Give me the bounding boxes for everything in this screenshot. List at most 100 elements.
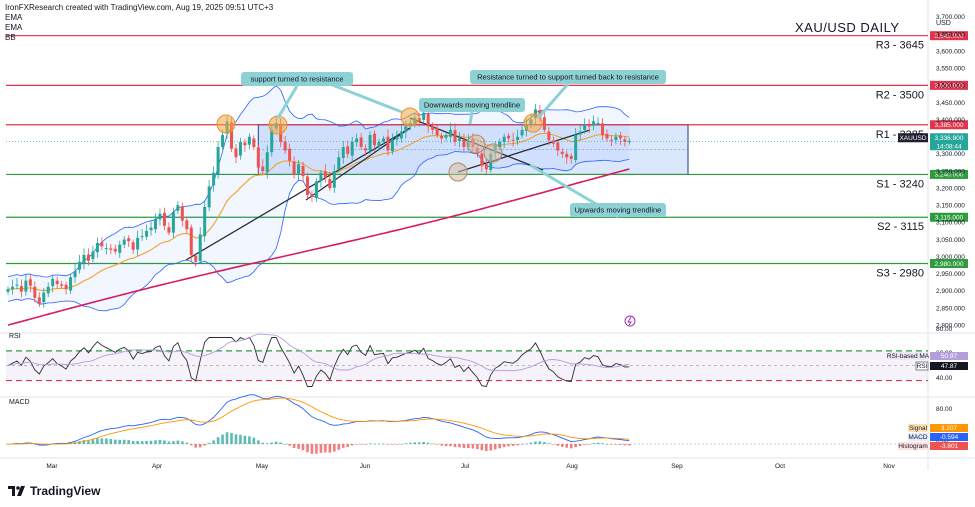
macd-hist-59: [270, 442, 274, 444]
callout-resistance-support-box: [470, 70, 666, 84]
candle-body-137: [618, 135, 622, 139]
price-tick-17: 2,850.000: [936, 305, 965, 312]
time-tick-6: Sep: [671, 463, 683, 470]
callout-upwards-trendline-text: Upwards moving trendline: [575, 206, 662, 215]
time-tick-4: Jul: [461, 463, 470, 470]
candle-body-129: [583, 124, 587, 130]
candle-body-95: [431, 126, 435, 130]
candle-body-20: [95, 242, 99, 253]
candle-body-0: [6, 289, 10, 292]
level-tag-bg-4: [930, 212, 968, 222]
macd-hist-126: [569, 444, 573, 449]
candle-body-101: [457, 138, 461, 141]
candle-body-12: [60, 284, 64, 286]
callout-resistance-support-pointer: [536, 83, 570, 119]
rsi-title: RSI: [9, 333, 21, 340]
macd-hist-74: [337, 444, 341, 450]
time-tick-3: Jun: [360, 463, 371, 470]
macd-hist-40: [185, 442, 189, 444]
macd-hist-80: [364, 444, 367, 445]
price-tick-2: 3,600.000: [936, 48, 965, 55]
candle-body-26: [122, 239, 126, 245]
time-tick-7: Oct: [775, 463, 785, 470]
macd-hist-38: [176, 440, 180, 444]
tradingview-logo[interactable]: TradingView: [8, 484, 100, 498]
macd-hist-66: [301, 444, 305, 451]
symbol-tag-bg: [898, 133, 928, 143]
macd-hist-68: [310, 444, 314, 454]
macd-hist-19: [91, 439, 95, 444]
candle-body-70: [319, 172, 323, 182]
symbol-tag: XAUUSD: [899, 135, 926, 142]
macd-hist-93: [422, 441, 426, 444]
price-tick-11: 3,150.000: [936, 203, 965, 210]
candle-body-114: [516, 136, 520, 141]
candle-body-7: [37, 297, 41, 304]
macd-hist-82: [373, 443, 376, 445]
macd-hist-87: [395, 444, 399, 445]
candle-body-86: [390, 140, 394, 152]
level-tag-bg-3: [930, 169, 968, 179]
macd-hist-106: [480, 444, 484, 451]
candle-body-136: [614, 136, 618, 141]
rsi-ma-line: [7, 333, 630, 372]
candle-body-42: [194, 255, 198, 262]
candle-body-126: [569, 155, 573, 160]
time-tick-5: Aug: [566, 463, 578, 470]
candle-body-50: [230, 122, 233, 149]
callout-downwards-trendline-pointer: [468, 111, 474, 125]
candle-body-99: [449, 129, 453, 137]
candle-body-102: [462, 139, 466, 148]
macd-hist-33: [154, 440, 157, 444]
macd-hist-134: [605, 443, 609, 445]
candle-body-94: [426, 113, 430, 127]
macd-hist-53: [243, 435, 247, 444]
level-label-4: S2 - 3115: [877, 221, 924, 233]
candle-body-84: [381, 138, 385, 142]
candle-body-92: [417, 117, 421, 122]
candle-body-74: [337, 157, 341, 170]
tradingview-logo-icon: [8, 486, 25, 496]
rsi-label: RSI: [917, 363, 928, 370]
macd-hist-56: [257, 440, 260, 444]
ema-slow-line: [7, 168, 630, 326]
macd-hist-133: [601, 443, 604, 444]
candle-body-83: [377, 141, 381, 147]
macd-hist-39: [181, 441, 184, 444]
level-tag-bg-0: [930, 31, 968, 41]
macd-panel: MACD80.000.00Signal3.207MACD-0.594Histog…: [6, 394, 968, 454]
macd-hist-118: [534, 441, 537, 444]
macd-hist-130: [587, 444, 591, 445]
rsi-ma-label: RSI-based MA: [887, 353, 930, 360]
macd-hist-91: [413, 442, 417, 444]
ema-fast-line: [7, 132, 630, 291]
candle-body-34: [158, 213, 162, 220]
macd-hist-119: [538, 441, 542, 444]
price-tag-value: 3,336.800: [935, 135, 964, 142]
candle-body-97: [440, 135, 444, 139]
support-circle-0: [466, 134, 486, 154]
macd-hist-24: [113, 439, 117, 444]
macd-hist-109: [493, 444, 497, 450]
macd-hist-6: [33, 444, 37, 445]
candle-body-43: [198, 234, 202, 262]
candle-body-133: [601, 123, 605, 136]
macd-hist-21: [100, 438, 104, 444]
indicator-bb[interactable]: BB: [5, 33, 16, 42]
macd-hist-139: [628, 444, 631, 446]
price-axis: 3,645.000 3,500.000 3,385.000 3,240.000 3,11…: [6, 14, 968, 329]
macd-hist-51: [234, 434, 238, 444]
macd-hist-0: [6, 444, 10, 445]
macd-hist-137: [619, 444, 622, 445]
level-label-0: R3 - 3645: [876, 40, 924, 52]
price-tick-0: 3,700.000: [936, 14, 965, 21]
macd-hist-116: [525, 443, 528, 445]
indicator-ema-2[interactable]: EMA: [5, 23, 23, 32]
candle-body-29: [136, 237, 140, 250]
indicator-ema-1[interactable]: EMA: [5, 13, 23, 22]
candle-body-28: [131, 242, 135, 250]
candle-body-123: [556, 142, 560, 151]
rsi-ma-value-bg: [930, 352, 968, 360]
